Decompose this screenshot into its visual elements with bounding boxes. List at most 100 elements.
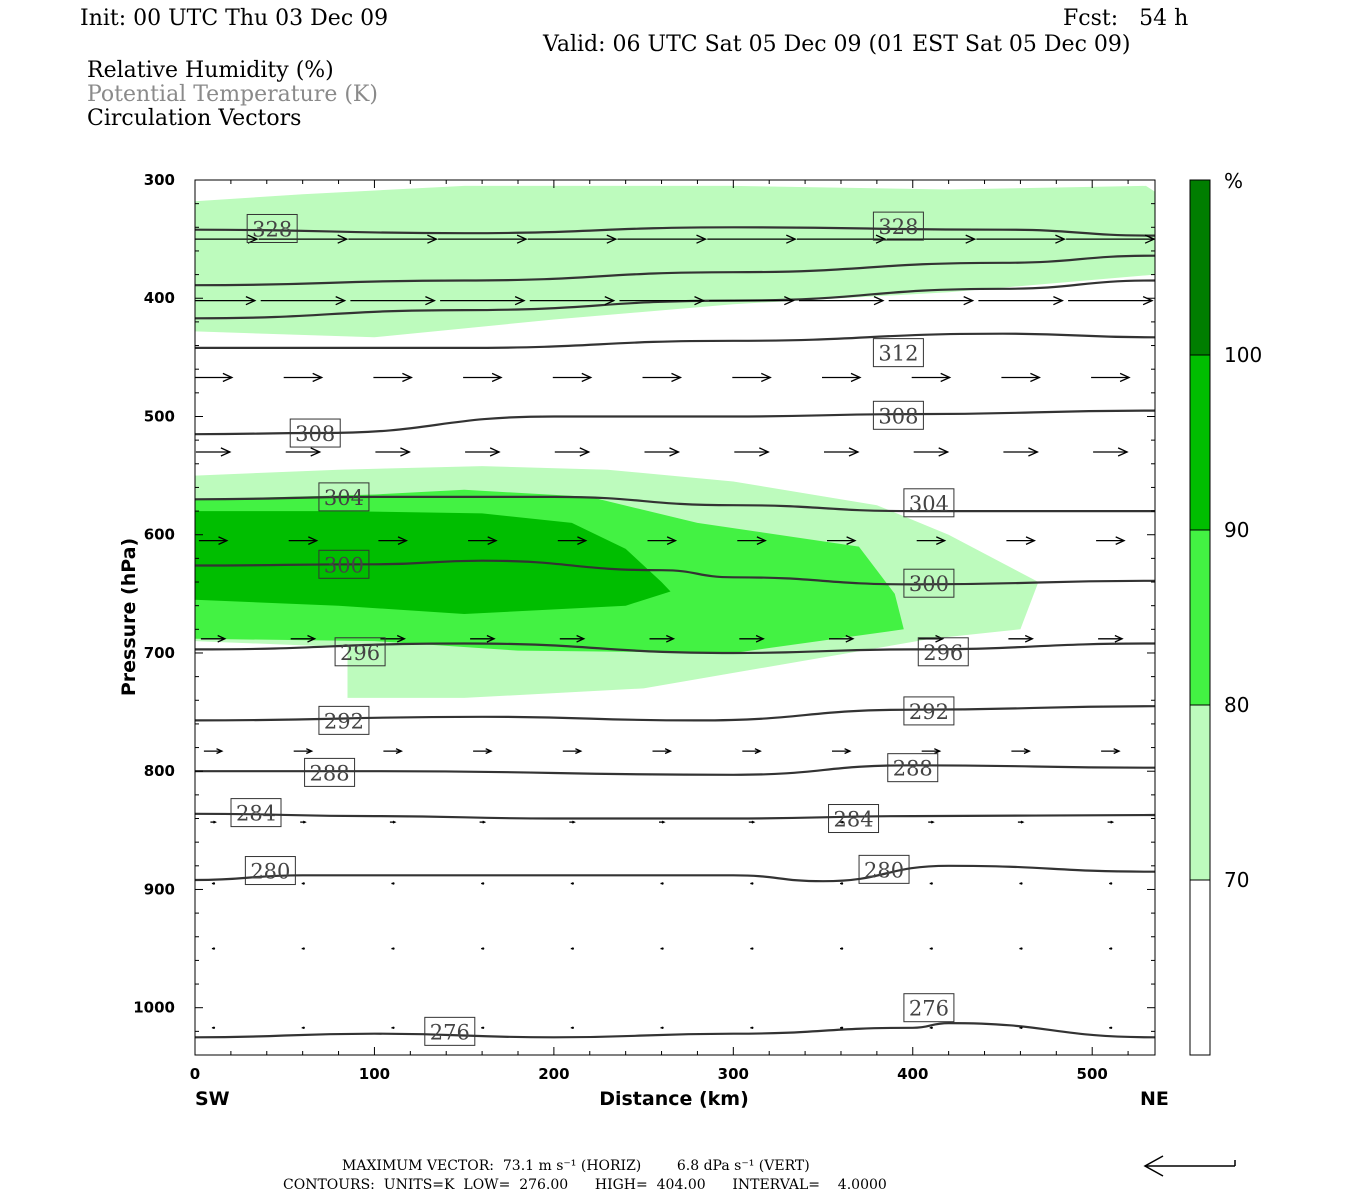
circulation-vector — [1006, 536, 1036, 545]
y-tick-label: 700 — [144, 644, 175, 662]
circulation-vector — [649, 634, 676, 643]
circulation-vector — [378, 536, 408, 545]
circulation-vector — [1019, 1026, 1023, 1030]
colorbar-tick-label: 90 — [1224, 518, 1249, 542]
circulation-vector — [976, 234, 1066, 244]
circulation-vector — [642, 372, 683, 383]
svg-text:296: 296 — [340, 641, 380, 665]
circulation-vector — [929, 947, 933, 950]
circulation-vector — [203, 748, 224, 755]
colorbar-tick-label: 80 — [1224, 693, 1249, 717]
reference-vector-arrow — [1143, 1155, 1236, 1177]
contour-label-308: 308 — [872, 400, 924, 430]
svg-text:276: 276 — [909, 997, 949, 1021]
circulation-vector — [570, 1026, 574, 1030]
circulation-vector — [1107, 820, 1115, 824]
circulation-vector — [1019, 947, 1023, 950]
field-vectors-label: Circulation Vectors — [87, 106, 302, 131]
circulation-vector — [1017, 820, 1025, 824]
contour-label-312: 312 — [872, 338, 924, 368]
colorbar-tick-label: 70 — [1224, 868, 1249, 892]
circulation-vector — [832, 748, 852, 755]
contour-label-292: 292 — [903, 696, 955, 726]
circulation-vector — [1093, 447, 1129, 457]
circulation-vector — [750, 1026, 754, 1030]
colorbar-unit: % — [1224, 169, 1243, 193]
x-axis-label: Distance (km) — [599, 1088, 749, 1110]
circulation-vector — [380, 634, 406, 643]
circulation-vector — [481, 1026, 485, 1030]
circulation-vector — [391, 1026, 395, 1030]
circulation-vector — [481, 947, 485, 950]
x-tick-label: 100 — [359, 1065, 390, 1083]
svg-text:288: 288 — [893, 757, 933, 781]
x-tick-label: 500 — [1077, 1065, 1108, 1083]
circulation-vector — [373, 372, 413, 383]
circulation-vector — [732, 372, 772, 383]
colorbar-band — [1189, 529, 1211, 706]
circulation-vector — [301, 882, 305, 885]
circulation-vector — [258, 234, 349, 244]
circulation-vector — [840, 947, 844, 950]
circulation-vector — [557, 536, 588, 545]
x-tick-label: 400 — [897, 1065, 928, 1083]
circulation-vector — [481, 882, 485, 885]
theta-contour-304 — [195, 495, 1155, 513]
contour-label-292: 292 — [318, 705, 370, 735]
colorbar-band — [1189, 354, 1211, 531]
y-tick-label: 500 — [144, 407, 175, 425]
theta-contour-284 — [195, 812, 1155, 820]
circulation-vector — [559, 634, 586, 643]
contour-label-308: 308 — [289, 418, 341, 448]
contour-labels: 328 328 312 308 308 304 304 300 300 296 296 292 292 2… — [230, 211, 969, 1046]
circulation-vector — [465, 447, 501, 457]
svg-text:328: 328 — [878, 215, 918, 239]
circulation-vector — [570, 882, 574, 885]
svg-text:300: 300 — [909, 572, 949, 596]
circulation-vector — [928, 820, 935, 824]
circulation-vector — [1109, 882, 1113, 885]
circulation-vector — [473, 748, 493, 755]
contour-label-304: 304 — [318, 482, 370, 512]
max-vector-text: MAXIMUM VECTOR: 73.1 m s⁻¹ (HORIZ) 6.8 d… — [342, 1158, 810, 1174]
circulation-vector — [911, 372, 952, 383]
x-end-right-label: NE — [1140, 1088, 1169, 1110]
circulation-vector — [750, 947, 754, 950]
circulation-vector — [1091, 372, 1131, 383]
circulation-vector — [301, 1026, 305, 1030]
colorbar-tick-label: 100 — [1224, 343, 1262, 367]
rh-region-70-80 — [195, 185, 1155, 338]
circulation-vector — [737, 536, 767, 545]
circulation-vector — [1066, 234, 1155, 244]
theta-contour-276 — [195, 1021, 1155, 1039]
circulation-vector — [748, 820, 756, 824]
circulation-vector — [570, 947, 574, 950]
contour-label-296: 296 — [334, 637, 386, 667]
circulation-vector — [348, 234, 438, 244]
svg-text:300: 300 — [324, 553, 364, 577]
theta-contour-288 — [195, 764, 1155, 776]
svg-text:276: 276 — [430, 1020, 470, 1044]
circulation-vector — [529, 296, 616, 306]
circulation-vector — [707, 234, 797, 244]
contour-label-300: 300 — [903, 568, 955, 598]
circulation-vector — [929, 1026, 933, 1030]
circulation-vector — [659, 820, 666, 824]
circulation-vector — [211, 947, 216, 950]
svg-text:304: 304 — [324, 486, 364, 510]
contour-label-284: 284 — [230, 798, 282, 828]
theta-contour-308 — [195, 409, 1155, 436]
circulation-vector — [829, 634, 855, 643]
svg-text:292: 292 — [909, 700, 949, 724]
circulation-vector — [617, 234, 708, 244]
x-tick-label: 0 — [190, 1065, 200, 1083]
circulation-vector — [660, 947, 664, 950]
circulation-vector — [1011, 748, 1032, 755]
circulation-vector — [1001, 372, 1041, 383]
forecast-hour: Fcst: 54 h — [1063, 6, 1189, 31]
circulation-vector — [391, 882, 395, 885]
circulation-vector — [1096, 536, 1126, 545]
svg-text:328: 328 — [252, 217, 292, 241]
circulation-vector — [824, 447, 860, 457]
